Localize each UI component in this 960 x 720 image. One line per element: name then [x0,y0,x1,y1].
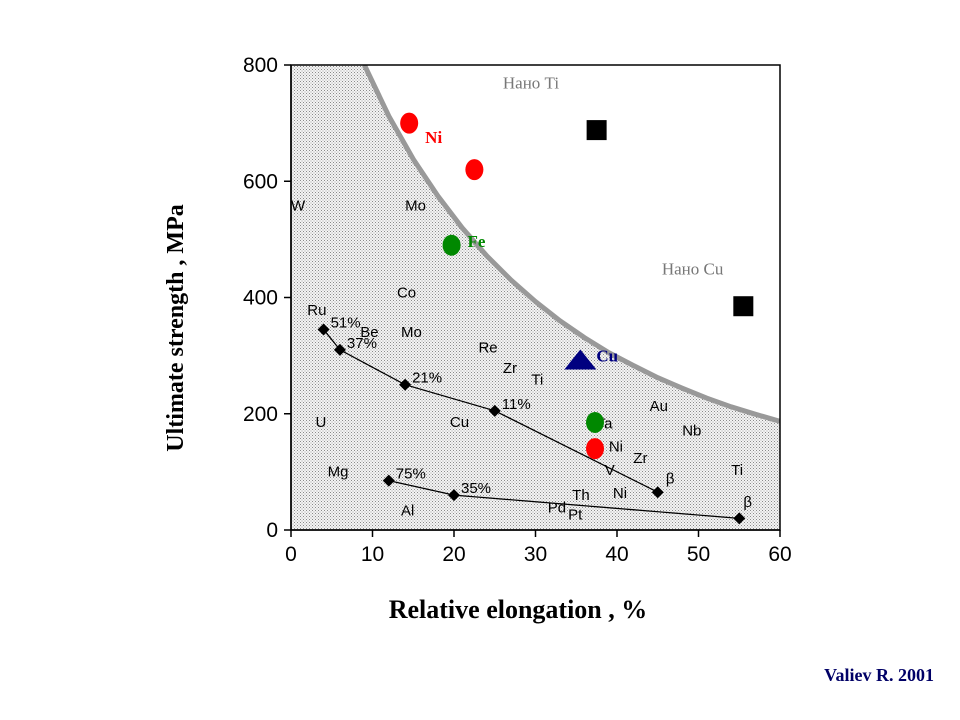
x-tick-label: 60 [768,543,791,566]
annotation-label: Нано Ti [503,73,559,92]
series-point-label: 51% [331,314,361,331]
element-label: V [605,462,615,479]
x-axis-label: Relative elongation , % [389,595,648,624]
highlight-label: Ni [425,128,442,147]
element-label: Ti [731,462,743,479]
x-tick-label: 50 [687,543,710,566]
element-label: Ni [613,485,627,502]
element-label: Mg [328,464,349,481]
plot-area [290,64,781,531]
series-point [448,489,460,502]
element-label: Mo [401,324,422,341]
element-label: Nb [682,422,701,439]
x-tick-label: 30 [524,543,547,566]
element-label: Th [572,487,590,504]
element-label: Pd [548,500,566,517]
highlight-label: Cu [596,346,618,365]
series-point-label: 75% [396,466,426,483]
element-label: Re [478,340,497,357]
element-label: Zr [633,450,647,467]
x-tick-label: 20 [442,543,465,566]
element-label: Al [401,502,414,519]
element-label: W [291,197,306,214]
element-label: Mo [405,197,426,214]
element-label: Ru [307,302,326,319]
element-label: β [666,471,675,488]
y-tick-label: 400 [243,287,278,310]
highlight-circle [585,411,604,433]
highlight-circle [585,438,604,460]
series-point [651,486,664,499]
series-point [733,512,746,525]
axis-ticks: 0 200 400 600 800 0 10 20 30 40 50 60 [243,54,792,566]
y-tick-label: 800 [243,54,278,77]
highlight-circle [400,112,419,134]
series-point [399,378,412,391]
shaded-region [291,65,780,530]
series-point [488,404,501,417]
annotations: Нано Ti Нано Cu [503,73,724,278]
series-point-label: 21% [412,370,442,387]
highlight-points: Ni Fe Cu [400,112,754,460]
element-label: U [315,414,326,431]
series-point-label: 37% [347,335,377,352]
series-point-label: 11% [502,396,531,413]
series-point-label: 35% [461,480,491,497]
data-series: 51% 37% 21% 11% 75% 35% [317,314,746,525]
highlight-square [733,296,754,317]
element-label: Au [650,398,668,415]
boundary-curve [362,65,780,424]
x-tick-label: 40 [605,543,628,566]
highlight-label: Fe [468,232,486,251]
series-point [333,343,346,356]
annotation-label: Нано Cu [662,259,724,278]
y-tick-label: 0 [266,519,278,542]
series-point [317,323,330,336]
series-point [382,474,395,487]
element-label: Co [397,285,416,302]
highlight-circle [465,159,484,181]
y-axis-label: Ultimate strength , MPa [163,204,189,452]
highlight-triangle [564,349,597,370]
highlight-circle [442,234,461,256]
y-tick-label: 600 [243,170,278,193]
credit-text: Valiev R. 2001 [824,665,934,685]
element-label: Zr [503,360,517,377]
x-tick-label: 10 [361,543,384,566]
y-tick-label: 200 [243,403,278,426]
x-tick-label: 0 [285,543,297,566]
element-label: Ni [609,439,623,456]
element-label: Ti [531,372,543,389]
element-label: Pt [568,507,583,524]
highlight-square [586,120,607,141]
element-label: β [743,494,752,511]
element-label: Be [360,324,378,341]
element-label: Cu [450,414,469,431]
